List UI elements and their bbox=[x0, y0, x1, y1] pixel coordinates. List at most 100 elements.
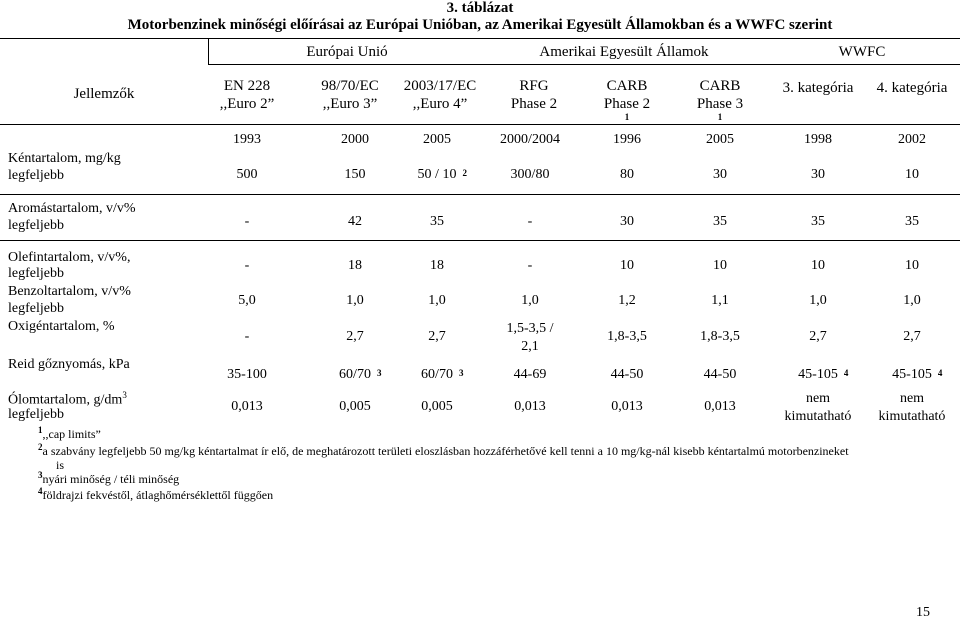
data-cell: nem kimutatható bbox=[879, 390, 946, 426]
data-cell-line: 0,005 bbox=[339, 399, 371, 414]
data-cell-line: - bbox=[244, 258, 250, 273]
data-cell: 500 bbox=[237, 166, 258, 184]
data-cell: 1,8-3,5 bbox=[607, 328, 647, 346]
column-header-line1: 98/70/EC bbox=[321, 78, 379, 94]
footnote-4: 4földrajzi fekvéstől, átlaghőmérséklettő… bbox=[38, 486, 274, 502]
data-cell-line: 44-50 bbox=[703, 367, 737, 382]
row-rule bbox=[0, 194, 960, 195]
data-cell-footnote-mark: 4 bbox=[937, 368, 943, 378]
row-label-olefins: Olefintartalom, v/v%, bbox=[8, 250, 131, 265]
data-cell-line: - bbox=[244, 329, 250, 344]
table-number: 3. táblázat bbox=[446, 0, 514, 16]
data-cell-line: kimutatható bbox=[878, 409, 946, 424]
data-cell-line: 2,7 bbox=[346, 329, 364, 344]
table-top-rule bbox=[0, 38, 960, 39]
data-cell-line: 80 bbox=[620, 167, 634, 182]
data-cell-line: 44-69 bbox=[513, 367, 547, 382]
data-cell: 10 bbox=[905, 257, 919, 275]
page-number: 15 bbox=[916, 605, 930, 620]
row-label-benzene: Benzoltartalom, v/v% bbox=[8, 284, 131, 299]
row-rule bbox=[0, 240, 960, 241]
data-cell: 10 bbox=[713, 257, 727, 275]
data-cell-line: 1,8-3,5 bbox=[607, 329, 647, 344]
data-cell: 2,7 bbox=[809, 328, 827, 346]
data-cell-line: 1,0 bbox=[521, 293, 539, 308]
data-cell-line: 1,8-3,5 bbox=[700, 329, 740, 344]
data-cell-line: 2,7 bbox=[809, 329, 827, 344]
column-header-line1: 2003/17/EC bbox=[403, 78, 477, 94]
row-label-lead-qualifier: legfeljebb bbox=[8, 407, 64, 422]
group-header-usa: Amerikai Egyesült Államok bbox=[539, 44, 709, 60]
column-header-line2: ,,Euro 2” bbox=[219, 96, 275, 112]
data-cell-line: 30 bbox=[713, 167, 727, 182]
data-cell-line: 300/80 bbox=[510, 167, 550, 182]
header-rule bbox=[0, 124, 960, 125]
column-header-line2: ,,Euro 3” bbox=[322, 96, 378, 112]
column-header-footnote-mark: 1 bbox=[624, 112, 630, 122]
data-cell: 44-50 bbox=[611, 366, 644, 384]
data-cell-line: 50 / 10 bbox=[417, 167, 457, 182]
data-cell: 10 bbox=[620, 257, 634, 275]
data-cell-line: 0,013 bbox=[231, 399, 263, 414]
footnote-2-continuation: is bbox=[56, 458, 65, 472]
data-cell-line: 1,0 bbox=[346, 293, 364, 308]
data-cell-line: 2,7 bbox=[903, 329, 921, 344]
data-cell: 1,5-3,5 / 2,1 bbox=[506, 320, 553, 356]
data-cell-line: 45-105 bbox=[892, 367, 932, 382]
data-cell: 18 bbox=[348, 257, 362, 275]
data-cell: 0,013 bbox=[704, 398, 736, 416]
data-cell: 0,013 bbox=[514, 398, 546, 416]
row-label-aromatics-qualifier: legfeljebb bbox=[8, 218, 64, 233]
data-cell-line: - bbox=[244, 214, 250, 229]
data-cell-line: 1,1 bbox=[711, 293, 729, 308]
row-label-header: Jellemzők bbox=[73, 86, 135, 102]
data-cell: 10 bbox=[811, 257, 825, 275]
column-header-line2: Phase 2 bbox=[603, 96, 651, 112]
data-cell: - bbox=[245, 257, 250, 275]
data-cell-line: 60/70 bbox=[339, 367, 371, 382]
data-cell-line: 1,5-3,5 / bbox=[506, 321, 554, 336]
column-header-line2: ,,Euro 4” bbox=[412, 96, 468, 112]
row-label-aromatics: Aromástartalom, v/v% bbox=[8, 201, 136, 216]
year-cell: 2000 bbox=[341, 132, 369, 147]
table-title: Motorbenzinek minőségi előírásai az Euró… bbox=[127, 17, 833, 33]
data-cell: 30 bbox=[620, 213, 634, 231]
year-cell: 1996 bbox=[613, 132, 641, 147]
data-cell-line: 10 bbox=[620, 258, 634, 273]
column-header-line1: CARB bbox=[606, 78, 648, 94]
data-cell: 2,7 bbox=[428, 328, 446, 346]
group-rule bbox=[208, 64, 960, 65]
data-cell: 35 bbox=[811, 213, 825, 231]
data-cell: 1,0 bbox=[346, 292, 364, 310]
data-cell-line: 0,013 bbox=[611, 399, 643, 414]
data-cell-line: 35 bbox=[811, 214, 825, 229]
data-cell: 44-69 bbox=[514, 366, 547, 384]
footnote-2: 2a szabvány legfeljebb 50 mg/kg kéntarta… bbox=[38, 442, 849, 458]
data-cell-line: 18 bbox=[430, 258, 444, 273]
data-cell-line: 1,2 bbox=[618, 293, 636, 308]
year-cell: 1993 bbox=[233, 132, 261, 147]
data-cell-footnote-mark: 3 bbox=[458, 368, 464, 378]
data-cell: 0,005 bbox=[339, 398, 371, 416]
data-cell-line: 10 bbox=[713, 258, 727, 273]
year-cell: 2002 bbox=[898, 132, 926, 147]
data-cell: 18 bbox=[430, 257, 444, 275]
column-header-line1: CARB bbox=[699, 78, 741, 94]
year-cell: 2000/2004 bbox=[500, 132, 560, 147]
data-cell-line: 18 bbox=[348, 258, 362, 273]
data-cell-line: nem bbox=[805, 391, 831, 406]
column-header-line2: Phase 3 bbox=[696, 96, 744, 112]
data-cell: 150 bbox=[345, 166, 366, 184]
data-cell: 5,0 bbox=[238, 292, 256, 310]
data-cell: - bbox=[245, 213, 250, 231]
data-cell-line: 30 bbox=[620, 214, 634, 229]
data-cell: - bbox=[528, 257, 533, 275]
data-cell: - bbox=[245, 328, 250, 346]
data-cell-line: 0,005 bbox=[421, 399, 453, 414]
data-cell: 0,013 bbox=[231, 398, 263, 416]
data-cell-line: 35 bbox=[713, 214, 727, 229]
data-cell: 1,2 bbox=[618, 292, 636, 310]
data-cell-line: 44-50 bbox=[610, 367, 644, 382]
data-cell: 1,0 bbox=[521, 292, 539, 310]
data-cell: 35 bbox=[430, 213, 444, 231]
